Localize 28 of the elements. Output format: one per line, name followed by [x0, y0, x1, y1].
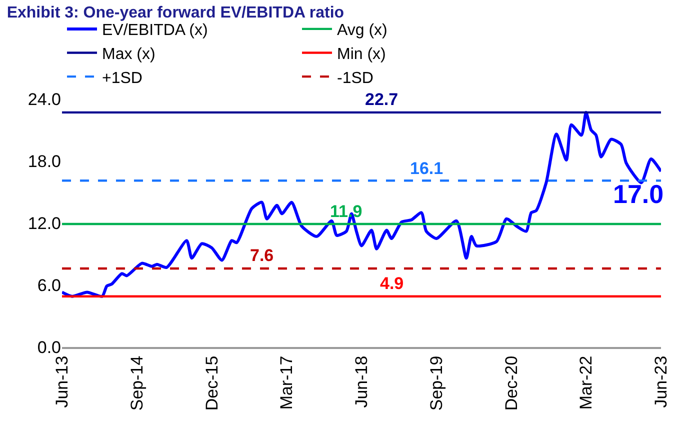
x-tick-label: Sep-19: [426, 356, 446, 411]
legend-label: EV/EBITDA (x): [102, 22, 208, 40]
x-tick-label: Jun-23: [652, 356, 671, 408]
y-tick-label: 18.0: [28, 152, 61, 171]
legend-label: Avg (x): [337, 22, 388, 40]
legend-label: Min (x): [337, 46, 386, 63]
chart-title: Exhibit 3: One-year forward EV/EBITDA ratio: [6, 4, 344, 22]
annotation: 7.6: [250, 246, 274, 265]
annotation: 4.9: [380, 274, 404, 293]
x-tick-label: Mar-22: [576, 356, 596, 410]
legend-label: Max (x): [102, 46, 156, 63]
y-tick-label: 6.0: [37, 276, 61, 295]
legend-label: +1SD: [102, 70, 142, 87]
x-tick-label: Sep-14: [127, 356, 146, 411]
x-tick-label: Jun-18: [352, 356, 372, 408]
x-tick-label: Jun-13: [52, 356, 72, 408]
x-tick-label: Mar-17: [277, 356, 296, 410]
y-tick-label: 0.0: [37, 338, 61, 357]
annotation: 17.0: [613, 179, 664, 209]
annotation: 16.1: [410, 159, 444, 178]
x-tick-label: Dec-20: [502, 356, 521, 411]
x-tick-label: Dec-15: [202, 356, 222, 411]
legend-label: -1SD: [337, 70, 374, 87]
annotation: 22.7: [365, 90, 398, 109]
line-series: [62, 110, 661, 298]
annotation: 11.9: [330, 202, 362, 221]
y-tick-label: 24.0: [28, 90, 61, 109]
y-tick-label: 12.0: [28, 214, 61, 233]
